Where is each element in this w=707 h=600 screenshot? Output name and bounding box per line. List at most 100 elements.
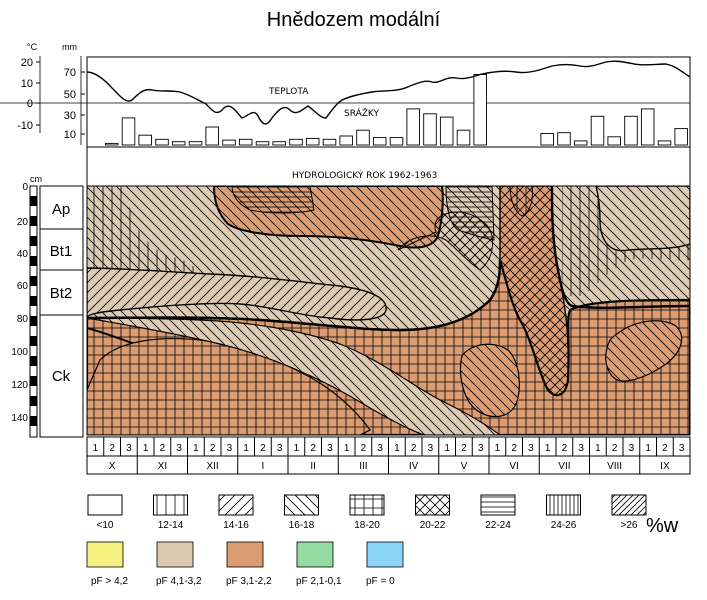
precipitation-bar [607,136,621,146]
decade-label: 3 [126,443,132,454]
decade-label: 1 [243,443,249,454]
decade-label: 1 [344,443,350,454]
isoline-main [87,259,502,332]
month-label: III [359,461,367,472]
precipitation-bar [138,134,152,146]
depth-segment [30,296,37,306]
decade-label: 3 [277,443,283,454]
legend-label: 20-22 [420,520,446,531]
decade-label: 3 [629,443,635,454]
precipitation-bar [305,137,320,146]
precipitation-bar [205,126,219,146]
depth-tick: 80 [17,314,29,325]
decade-label: 2 [662,443,668,454]
depth-tick: 40 [17,249,29,260]
month-label: IX [660,461,670,472]
decade-label: 3 [679,443,685,454]
isoline-right [550,186,690,309]
climate-panel: °C mm 20 10 0 -10 70 50 30 10 TEPLOTA SR… [0,42,691,148]
depth-segment [30,416,37,426]
legend-label: <10 [97,520,114,531]
precipitation-bar [238,138,253,146]
precipitation-bar [322,138,337,146]
year-band [86,146,691,187]
decade-label: 2 [562,443,568,454]
isopleth-16-18-iv [459,343,520,418]
temperature-curve [86,60,691,125]
depth-segment [30,396,37,406]
soil-panel-frame [86,185,691,436]
precipitation-bar [406,108,420,146]
depth-checker [30,196,37,426]
pf-swatch [296,541,334,568]
depth-segment [30,236,37,246]
legend-label: >26 [621,520,638,531]
decade-label: 1 [394,443,400,454]
isopleth-16-18-band [87,317,502,435]
month-label: II [310,461,316,472]
legend-unit: %w [646,515,679,537]
precipitation-bar [222,139,236,146]
depth-tick: 0 [22,182,28,193]
pf-label: pF = 0 [366,576,395,587]
precipitation-bar [439,116,454,146]
precip-tick: 50 [64,89,76,101]
decade-label: 2 [210,443,216,454]
legend-label: 14-16 [223,520,249,531]
depth-segment [30,276,37,286]
pf-swatch [86,541,124,568]
depth-segment [30,316,37,326]
horizon-ap: Ap [52,201,70,218]
precipitation-bar [657,140,672,146]
pf-legend: pF > 4,2 pF 4,1-3,2 pF 3,1-2,2 pF 2,1-0,1 pF… [86,541,404,587]
depth-segment [30,216,37,226]
temp-tick: 10 [21,78,33,90]
precipitation-bar [104,142,119,146]
precipitation-bar [557,132,571,146]
depth-unit: cm [30,174,42,184]
legend-label: 24-26 [551,520,577,531]
month-label: X [109,461,116,472]
decade-label: 3 [428,443,434,454]
precipitation-bar [456,129,471,146]
precipitation-bar [540,133,554,146]
decade-label: 2 [612,443,618,454]
precip-tick: 30 [64,110,76,122]
decade-label: 1 [93,443,99,454]
legend-swatch-diag-left [284,495,319,515]
month-label: V [461,461,468,472]
depth-tick: 120 [11,380,28,391]
decade-label: 3 [478,443,484,454]
decade-label: 2 [310,443,316,454]
decade-label: 1 [193,443,199,454]
legend-swatch-diag-right [219,495,253,515]
decade-label: 2 [461,443,467,454]
decade-label: 1 [545,443,551,454]
depth-segment [30,356,37,366]
precipitation-bar [339,135,353,146]
depth-tick: 100 [11,347,28,358]
precipitation-bar [255,141,270,146]
depth-scale: 0 20 40 60 80 100 120 140 cm [11,174,42,438]
decade-label: 1 [595,443,601,454]
month-label: XII [206,461,218,472]
temperature-label: TEPLOTA [268,87,309,97]
isopleth-22-24-v [445,186,495,241]
legend-label: 18-20 [354,520,380,531]
depth-segment [30,376,37,386]
legend-swatch-vertical [153,495,188,515]
decade-label: 1 [444,443,450,454]
isopleth-22-24 [231,186,315,214]
decade-label: 3 [227,443,233,454]
isopleth-12-14 [87,186,240,291]
year-label: HYDROLOGICKÝ ROK 1962-1963 [292,169,437,181]
precip-unit: mm [62,42,77,52]
legend-swatch-dense-vertical [546,495,581,515]
temp-tick: -10 [17,120,33,132]
horizon-column: Ap Bt1 Bt2 Ck [39,185,84,438]
legend-swatch-grid [350,495,384,515]
horizon-bt1: Bt1 [50,243,73,260]
depth-tick: 20 [17,217,29,228]
precipitation-bar [155,138,169,146]
